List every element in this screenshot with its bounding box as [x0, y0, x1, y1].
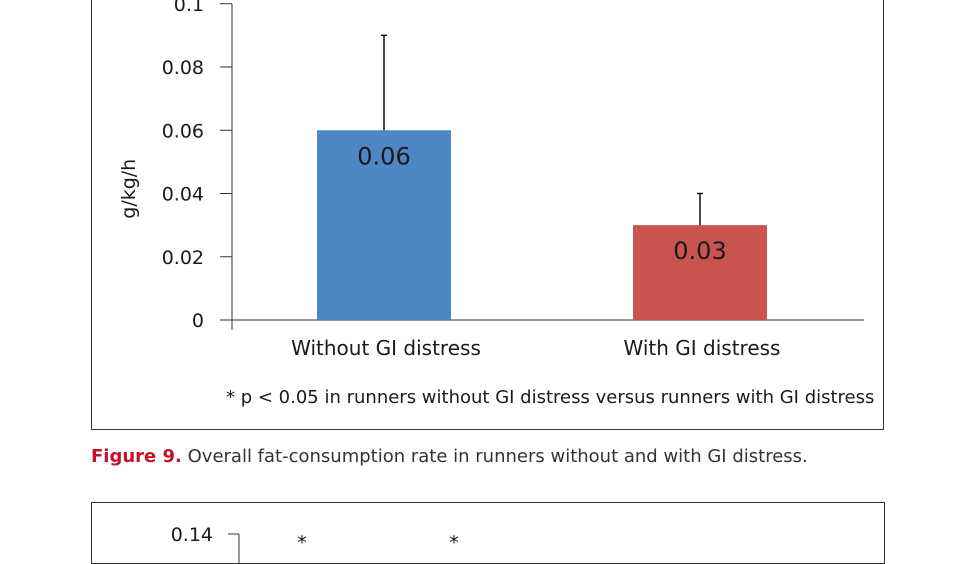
y-tick-label: 0.14	[171, 524, 213, 546]
significance-mark: *	[449, 532, 459, 554]
y-axis-title: g/kg/h	[118, 159, 140, 219]
y-tick-label: 0.02	[162, 247, 204, 269]
figure-9-frame: 0 0.02 0.04 0.06 0.08 0.1 g/kg/h 0.06 Without GI…	[91, 0, 884, 430]
caption-text: Overall fat-consumption rate in runners …	[187, 446, 808, 467]
y-tick-label: 0.06	[162, 120, 204, 142]
y-tick-label: 0	[192, 310, 204, 332]
significance-footnote: * p < 0.05 in runners without GI distres…	[226, 387, 874, 408]
category-label: Without GI distress	[291, 336, 481, 360]
bar-data-label: 0.06	[357, 142, 410, 170]
category-label: With GI distress	[624, 336, 781, 360]
bar-chart: 0 0.02 0.04 0.06 0.08 0.1 g/kg/h 0.06 Without GI…	[118, 0, 874, 408]
figure-caption: Figure 9. Overall fat-consumption rate i…	[91, 446, 808, 467]
next-figure-frame: 0.14 * *	[91, 502, 885, 564]
figure-number: Figure 9.	[91, 446, 182, 467]
y-tick-label: 0.04	[162, 184, 204, 206]
y-tick-label: 0.08	[162, 57, 204, 79]
bar	[633, 225, 767, 320]
significance-mark: *	[297, 532, 307, 554]
next-chart-partial: 0.14 * *	[171, 524, 459, 563]
bar	[317, 130, 451, 320]
y-tick-label: 0.1	[174, 0, 204, 16]
bar-data-label: 0.03	[673, 237, 726, 265]
